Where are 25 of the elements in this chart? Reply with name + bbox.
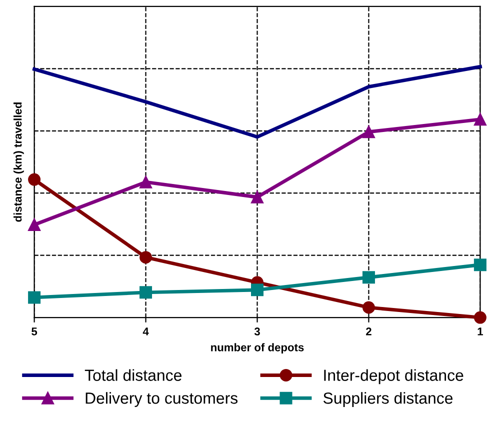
point [362, 301, 375, 314]
point [474, 258, 486, 272]
legend-label: Total distance [84, 369, 182, 381]
point [28, 291, 41, 304]
point [251, 284, 264, 296]
x-tick-label: 5 [32, 328, 38, 336]
legend-label: Suppliers distance [323, 392, 453, 407]
legend-label: Delivery to customers [86, 392, 238, 407]
legend-label: Inter-depot distance [324, 369, 464, 384]
x-axis-title: number of depots [211, 343, 304, 354]
point [474, 113, 486, 126]
point [362, 271, 375, 284]
point [140, 176, 152, 188]
point [140, 251, 152, 264]
x-tick-label: 2 [366, 328, 372, 336]
point [251, 190, 264, 204]
y-axis-title: distance (km) travelled [14, 102, 24, 222]
point [474, 311, 486, 324]
x-tick-label: 4 [142, 328, 149, 336]
point [28, 173, 41, 186]
point [140, 286, 152, 299]
point [28, 218, 41, 231]
point [362, 126, 375, 138]
x-tick-label: 3 [254, 328, 260, 336]
x-tick-label: 1 [478, 328, 483, 336]
